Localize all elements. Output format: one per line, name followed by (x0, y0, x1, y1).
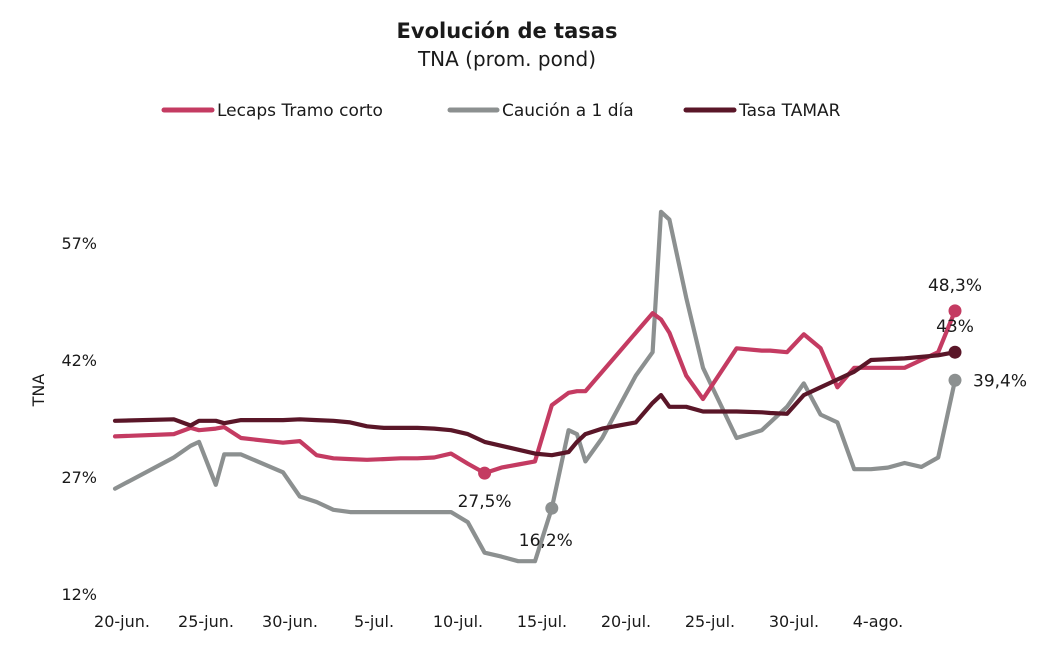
legend-label-lecaps: Lecaps Tramo corto (217, 101, 383, 121)
data-point-label: 43% (936, 317, 974, 337)
x-tick-label: 10-jul. (433, 612, 483, 631)
x-axis-ticks: 20-jun. 25-jun. 30-jun. 5-jul. 10-jul. 15-jul… (94, 612, 903, 631)
series-line-lecaps-tramo-corto (112, 308, 958, 476)
y-axis-ticks: 12% 27% 42% 57% (61, 234, 97, 604)
legend: Lecaps Tramo corto Caución a 1 día Tasa … (161, 101, 841, 121)
y-tick-label: 12% (61, 585, 97, 604)
x-tick-label: 4-ago. (853, 612, 904, 631)
legend-label-caucion: Caución a 1 día (502, 101, 634, 121)
x-tick-label: 15-jul. (517, 612, 567, 631)
series-line-tasa-tamar (112, 350, 958, 458)
x-tick-label: 30-jul. (769, 612, 819, 631)
data-point-label: 39,4% (973, 371, 1027, 391)
x-tick-label: 20-jun. (94, 612, 150, 631)
x-tick-label: 30-jun. (262, 612, 318, 631)
legend-label-tamar: Tasa TAMAR (738, 101, 841, 121)
data-point-label: 16,2% (519, 531, 573, 551)
data-point-marker (478, 466, 492, 480)
series-line-cauci-n-a-1-d-a (112, 209, 958, 564)
y-tick-label: 27% (61, 468, 97, 487)
x-tick-label: 5-jul. (354, 612, 394, 631)
data-point-marker (545, 501, 559, 515)
data-point-marker (948, 345, 962, 359)
point-labels: 27,5% 48,3% 16,2% 39,4% 43% (458, 276, 1027, 551)
chart-subtitle: TNA (prom. pond) (417, 47, 596, 71)
data-point-marker (948, 373, 962, 387)
x-tick-label: 20-jul. (601, 612, 651, 631)
data-point-label: 48,3% (928, 276, 982, 296)
y-tick-label: 57% (61, 234, 97, 253)
series-markers (478, 304, 962, 515)
chart-title: Evolución de tasas (397, 19, 618, 43)
y-axis-label: TNA (29, 374, 48, 408)
x-tick-label: 25-jul. (685, 612, 735, 631)
data-point-marker (948, 304, 962, 318)
y-tick-label: 42% (61, 351, 97, 370)
x-tick-label: 25-jun. (178, 612, 234, 631)
data-point-label: 27,5% (458, 492, 512, 512)
series-lines (112, 209, 958, 564)
